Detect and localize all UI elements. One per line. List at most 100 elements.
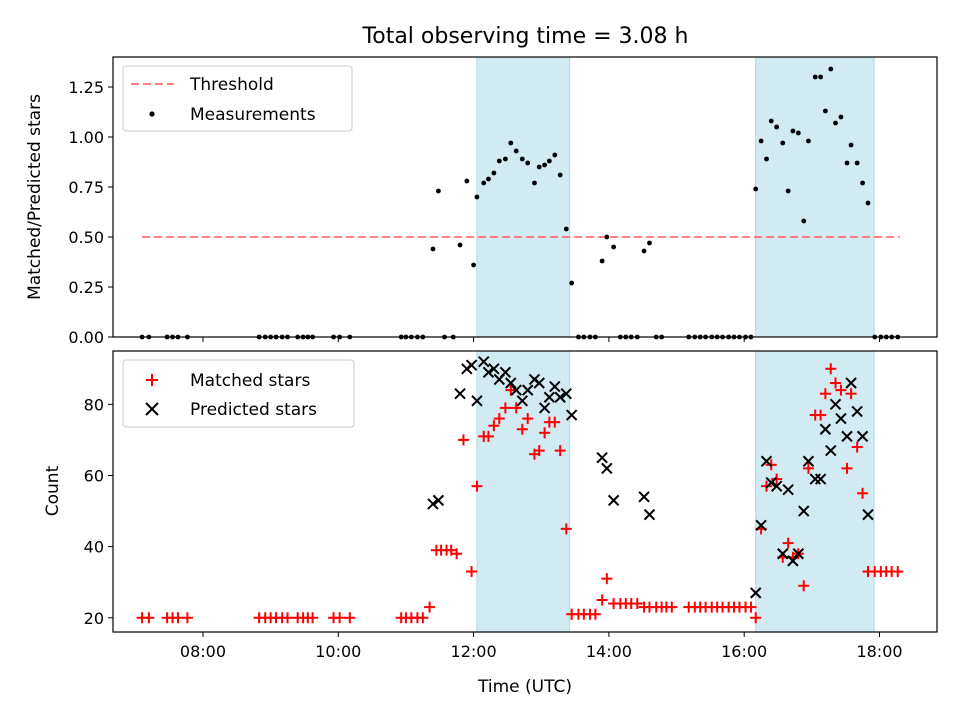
matched-star-point [172,612,184,624]
matched-star-point [482,430,494,442]
matched-star-point [471,480,483,492]
measurement-points [139,66,901,340]
predicted-star-point [488,363,500,375]
measurement-point [532,180,537,186]
measurement-point [838,114,844,120]
predicted-star-point [862,508,874,521]
matched-star-point [181,612,193,624]
predicted-star-point [835,412,847,425]
measurement-point [471,262,476,268]
matched-star-point [845,388,857,400]
measurement-point [557,172,563,178]
matched-star-point [841,462,853,474]
measurement-point [508,140,514,146]
measurement-point [436,188,441,194]
measurement-point [860,180,865,186]
x-tick-label: 14:00 [586,642,632,661]
predicted-star-point [851,405,863,418]
matched-star-point [451,548,463,560]
matched-star-point [666,601,678,613]
top-y-tick-label: 1.25 [68,78,104,97]
predicted-star-point [505,377,517,389]
matched-star-point [825,363,837,375]
predicted-star-point [802,455,815,467]
predicted-star-point [749,587,762,599]
predicted-star-point [765,476,777,489]
measurement-point [513,148,519,154]
bottom-legend-box [122,359,355,428]
predicted-star-point [499,366,512,379]
bottom-y-tick-label: 80 [84,395,104,414]
measurement-point [828,66,834,72]
bottom-legend: Matched stars Predicted stars [122,359,355,428]
measurement-point [486,176,491,182]
measurement-point [812,74,818,80]
top-y-axis-label: Matched/Predicted stars [25,94,45,300]
matched-star-point [533,445,545,457]
bottom-axes-ticks: 08:00 10:00 12:00 14:00 16:00 18:00 20 40 60 80 [84,395,903,661]
matched-star-point [560,523,572,535]
matched-star-point [798,580,810,592]
predicted-stars-legend-marker [145,402,159,416]
matched-star-point [539,427,551,439]
x-tick-label: 12:00 [451,642,497,661]
matched-star-point [819,388,831,400]
measurement-point [542,162,548,168]
predicted-star-point [770,480,783,492]
matched-star-point [143,612,155,624]
predicted-star-point [471,395,483,407]
bottom-shaded-interval [476,350,571,633]
matched-star-point [488,420,500,432]
predicted-star-point [482,366,495,379]
count-points [136,355,904,624]
matched-star-point [782,537,794,549]
top-axes-frame [112,56,938,338]
matched-star-point [802,462,814,474]
matched-star-point [499,402,511,414]
predicted-star-point [829,398,842,411]
bottom-shaded-regions [476,350,875,633]
measurement-point [491,170,497,176]
predicted-star-point [510,384,522,396]
matched-star-point [466,566,478,578]
predicted-star-point [601,462,613,475]
predicted-star-point [596,452,608,464]
predicted-star-point [432,494,445,507]
measurement-point [822,108,828,114]
measurement-point [604,234,610,240]
predicted-star-point [533,377,545,389]
matched-star-point [892,566,904,578]
x-tick-label: 08:00 [180,642,226,661]
predicted-star-point [478,355,490,368]
matched-star-point [830,377,842,389]
predicted-star-point [607,494,620,507]
predicted-star-point [554,391,566,403]
measurement-point [764,156,769,162]
predicted-star-point [798,505,810,517]
matched-star-point [282,612,294,624]
measurement-point [758,138,764,144]
measurement-point [780,140,786,146]
measurement-point [844,160,850,166]
predicted-star-point [841,430,853,443]
measurement-point [790,128,796,134]
measurement-point [611,244,617,250]
matched-star-point [334,612,346,624]
matched-star-point [424,601,436,613]
x-tick-label: 10:00 [315,642,361,661]
top-y-tick-label: 0.25 [68,278,104,297]
predicted-star-point [516,395,529,407]
measurement-point [569,280,575,286]
predicted-star-point [755,519,767,531]
predicted-star-point [643,508,656,521]
bottom-y-tick-label: 40 [84,538,104,557]
matched-star-point [549,416,561,428]
measurement-point [753,186,759,192]
matched-star-point [522,413,534,425]
top-axes-ticks: 0.00 0.25 0.50 0.75 1.00 1.25 [68,78,880,347]
predicted-stars-legend-label: Predicted stars [190,400,317,420]
predicted-star-point [638,491,650,503]
predicted-star-point [538,402,551,414]
measurement-point [481,180,487,186]
